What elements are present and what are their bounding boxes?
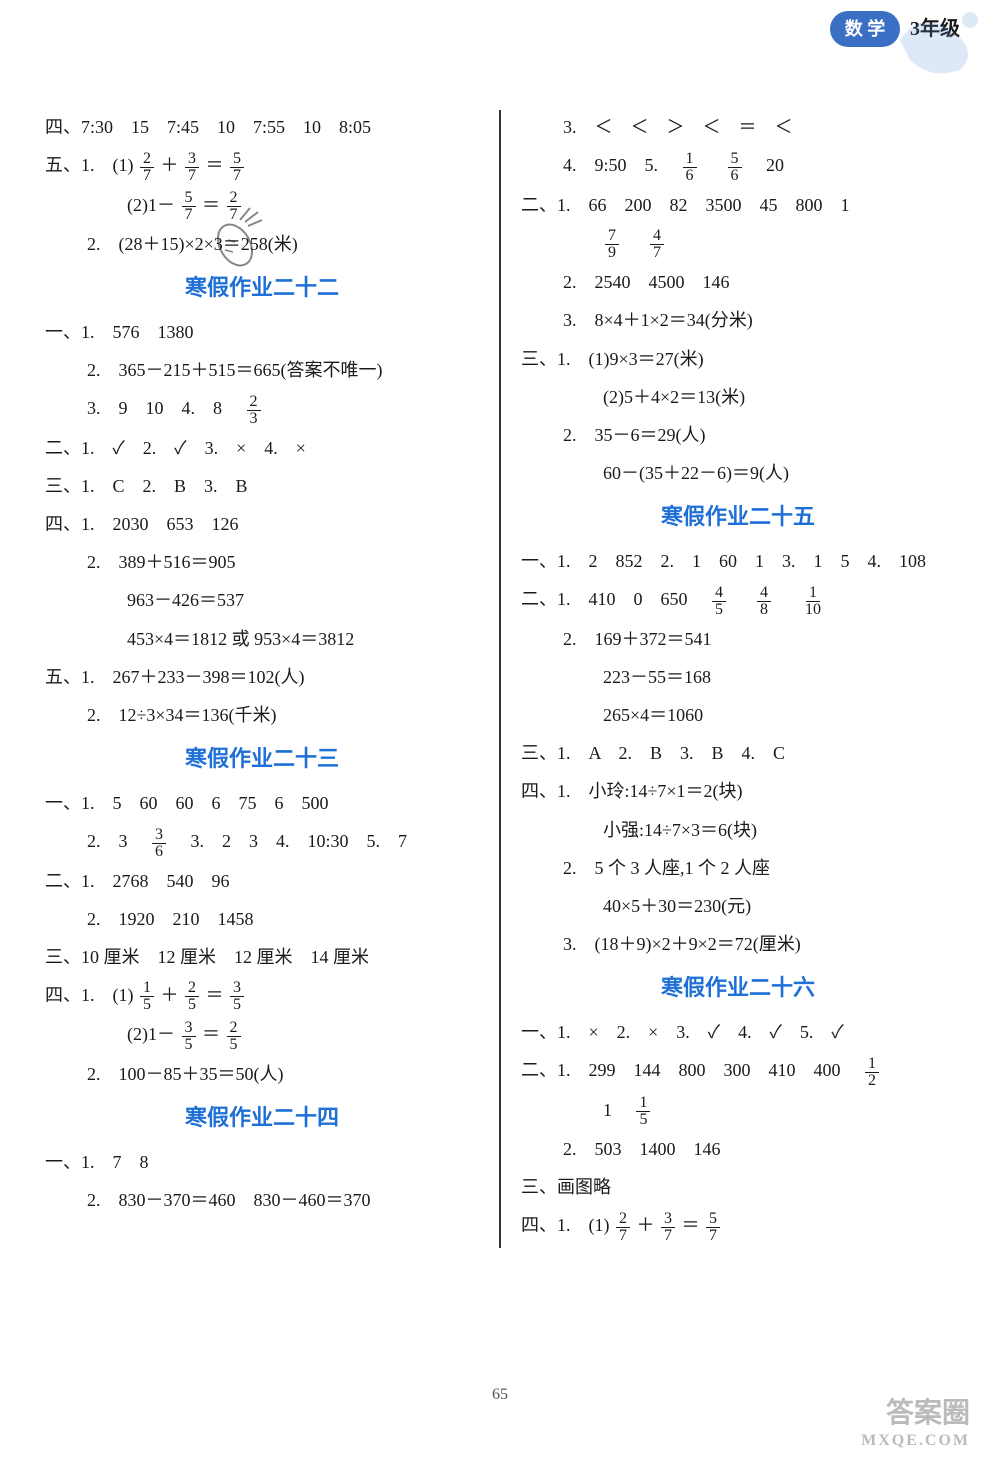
- answer-line: 2. 12÷3×34＝136(千米): [45, 698, 479, 732]
- answer-line: 2. 389＋516＝905: [45, 545, 479, 579]
- answer-line: 二、1. 299 144 800 300 410 400 12: [521, 1053, 955, 1088]
- answer-line: 2. 2540 4500 146: [521, 265, 955, 299]
- answer-line: 3. ＜ ＜ ＞ ＜ ＝ ＜: [521, 110, 955, 144]
- answer-line: (2)5＋4×2＝13(米): [521, 380, 955, 414]
- section-title-23: 寒假作业二十三: [45, 738, 479, 780]
- answer-line: 三、1. (1)9×3＝27(米): [521, 342, 955, 376]
- answer-line: 二、1. 410 0 650 45 48 110: [521, 582, 955, 617]
- column-divider: [499, 110, 501, 1248]
- answer-line: 一、1. 576 1380: [45, 315, 479, 349]
- watermark: 答案圈 MXQE.COM: [861, 1397, 970, 1450]
- fraction: 16: [683, 151, 697, 184]
- fraction: 27: [140, 151, 154, 184]
- answer-line: 四、1. (1) 15 ＋ 25 ＝ 35: [45, 978, 479, 1013]
- answer-line: 3. (18＋9)×2＋9×2＝72(厘米): [521, 927, 955, 961]
- fraction: 36: [152, 827, 166, 860]
- answer-line: 四、1. (1) 27 ＋ 37 ＝ 57: [521, 1208, 955, 1243]
- ink-splash-decoration: [880, 0, 1000, 80]
- answer-line: 223－55＝168: [521, 660, 955, 694]
- answer-line: 2. 169＋372＝541: [521, 622, 955, 656]
- answer-line: 二、1. 66 200 82 3500 45 800 1: [521, 188, 955, 222]
- answer-line: (2)1－ 35 ＝ 25: [45, 1017, 479, 1052]
- answer-line: 五、1. 267＋233－398＝102(人): [45, 660, 479, 694]
- answer-line: (2)1－ 57 ＝ 27: [45, 188, 479, 223]
- answer-line: 2. 503 1400 146: [521, 1132, 955, 1166]
- answer-line: 2. (28＋15)×2×3＝258(米): [45, 227, 479, 261]
- answer-line: 二、1. 2768 540 96: [45, 864, 479, 898]
- fraction: 25: [185, 980, 199, 1013]
- fraction: 15: [140, 980, 154, 1013]
- answer-line: 963－426＝537: [45, 583, 479, 617]
- fraction: 47: [650, 228, 664, 261]
- right-column: 3. ＜ ＜ ＞ ＜ ＝ ＜ 4. 9:50 5. 16 56 20 二、1. …: [506, 110, 970, 1248]
- answer-line: 3. 9 10 4. 8 23: [45, 391, 479, 426]
- fraction: 57: [706, 1211, 720, 1244]
- answer-line: 三、1. C 2. B 3. B: [45, 469, 479, 503]
- answer-line: 一、1. 7 8: [45, 1145, 479, 1179]
- fraction: 15: [636, 1095, 650, 1128]
- answer-line: 四、1. 小玲:14÷7×1＝2(块): [521, 774, 955, 808]
- answer-line: 2. 3 36 3. 2 3 4. 10:30 5. 7: [45, 824, 479, 859]
- answer-line: 一、1. × 2. × 3. ✓ 4. ✓ 5. ✓: [521, 1015, 955, 1049]
- answer-line: 3. 8×4＋1×2＝34(分米): [521, 303, 955, 337]
- answer-line: 40×5＋30＝230(元): [521, 889, 955, 923]
- fraction: 37: [661, 1211, 675, 1244]
- fraction: 56: [728, 151, 742, 184]
- fraction: 57: [230, 151, 244, 184]
- content-area: 四、7:30 15 7:45 10 7:55 10 8:05 五、1. (1) …: [30, 110, 970, 1248]
- answer-line: 四、1. 2030 653 126: [45, 507, 479, 541]
- fraction: 35: [182, 1020, 196, 1053]
- section-title-22: 寒假作业二十二: [45, 267, 479, 309]
- answer-line: 2. 100－85＋35＝50(人): [45, 1057, 479, 1091]
- answer-line: 79 47: [521, 226, 955, 261]
- answer-line: 2. 830－370＝460 830－460＝370: [45, 1183, 479, 1217]
- fraction: 27: [616, 1211, 630, 1244]
- fraction: 45: [712, 585, 726, 618]
- answer-line: 453×4＝1812 或 953×4＝3812: [45, 622, 479, 656]
- watermark-sub: MXQE.COM: [861, 1431, 970, 1450]
- fraction: 35: [230, 980, 244, 1013]
- fraction: 25: [227, 1020, 241, 1053]
- answer-line: 一、1. 2 852 2. 1 60 1 3. 1 5 4. 108: [521, 544, 955, 578]
- answer-line: 小强:14÷7×3＝6(块): [521, 813, 955, 847]
- fraction: 48: [757, 585, 771, 618]
- answer-line: 五、1. (1) 27 ＋ 37 ＝ 57: [45, 148, 479, 183]
- answer-line: 4. 9:50 5. 16 56 20: [521, 148, 955, 183]
- section-title-25: 寒假作业二十五: [521, 496, 955, 538]
- watermark-main: 答案圈: [861, 1397, 970, 1431]
- answer-line: 一、1. 5 60 60 6 75 6 500: [45, 786, 479, 820]
- fraction: 37: [185, 151, 199, 184]
- fraction: 12: [865, 1056, 879, 1089]
- answer-line: 四、7:30 15 7:45 10 7:55 10 8:05: [45, 110, 479, 144]
- answer-line: 三、画图略: [521, 1170, 955, 1204]
- fraction: 27: [227, 190, 241, 223]
- answer-line: 2. 365－215＋515＝665(答案不唯一): [45, 353, 479, 387]
- section-title-26: 寒假作业二十六: [521, 967, 955, 1009]
- answer-line: 二、1. ✓ 2. ✓ 3. × 4. ×: [45, 431, 479, 465]
- answer-line: 三、1. A 2. B 3. B 4. C: [521, 736, 955, 770]
- fraction: 23: [247, 394, 261, 427]
- answer-line: 2. 5 个 3 人座,1 个 2 人座: [521, 851, 955, 885]
- section-title-24: 寒假作业二十四: [45, 1097, 479, 1139]
- answer-line: 1 15: [521, 1093, 955, 1128]
- answer-line: 三、10 厘米 12 厘米 12 厘米 14 厘米: [45, 940, 479, 974]
- fraction: 79: [605, 228, 619, 261]
- page-number: 65: [492, 1380, 508, 1410]
- fraction: 110: [802, 585, 824, 618]
- answer-line: 2. 1920 210 1458: [45, 902, 479, 936]
- left-column: 四、7:30 15 7:45 10 7:55 10 8:05 五、1. (1) …: [30, 110, 494, 1248]
- fraction: 57: [182, 190, 196, 223]
- answer-line: 60－(35＋22－6)＝9(人): [521, 456, 955, 490]
- answer-line: 2. 35－6＝29(人): [521, 418, 955, 452]
- answer-line: 265×4＝1060: [521, 698, 955, 732]
